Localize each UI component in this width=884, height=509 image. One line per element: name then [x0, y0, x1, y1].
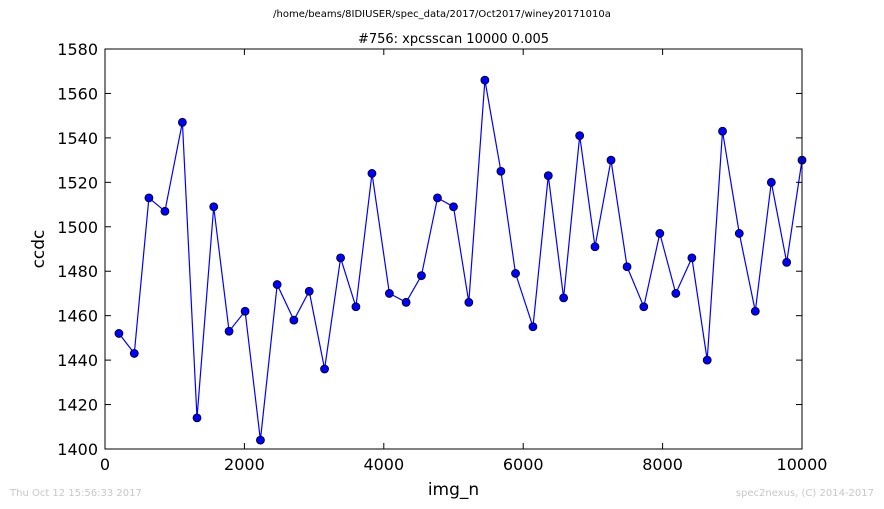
x-tick-label: 10000 [777, 455, 828, 474]
data-point [114, 329, 124, 338]
y-tick-label: 1500 [57, 218, 98, 237]
data-point [289, 315, 299, 325]
data-point [401, 297, 411, 307]
data-point [160, 206, 170, 216]
y-tick-label: 1560 [57, 84, 98, 103]
data-point [209, 202, 219, 212]
data-point [351, 302, 361, 312]
figure-suptitle: /home/beams/8IDIUSER/spec_data/2017/Oct2… [273, 9, 611, 20]
data-point [528, 322, 538, 332]
data-point [782, 257, 792, 267]
data-point [433, 193, 442, 203]
x-axis: 0 2000 4000 6000 8000 10000 [100, 49, 828, 474]
data-point [559, 293, 569, 303]
series-layer [114, 75, 807, 445]
y-tick-label: 1520 [57, 173, 98, 192]
x-tick-label: 2000 [224, 455, 265, 474]
data-point [639, 302, 649, 312]
data-point [367, 169, 377, 178]
y-axis-label: ccdc [29, 230, 49, 269]
data-point [304, 286, 314, 296]
data-point [384, 289, 394, 298]
y-tick-label: 1420 [57, 396, 98, 415]
y-tick-label: 1480 [57, 262, 98, 281]
data-point [687, 253, 697, 263]
data-point [671, 289, 681, 298]
data-point [766, 177, 776, 187]
data-point [655, 229, 665, 238]
data-point [417, 271, 426, 281]
plot-title: #756: xpcsscan 10000 0.005 [358, 32, 549, 47]
data-point [750, 306, 760, 316]
y-tick-label: 1580 [57, 40, 98, 59]
y-axis: 1400 1420 1440 1460 1480 1500 1520 1540 1560 1580 [57, 40, 802, 459]
data-point [240, 306, 250, 316]
y-tick-label: 1400 [57, 440, 98, 459]
data-point [606, 155, 616, 165]
data-point [129, 349, 139, 358]
data-point [734, 229, 744, 238]
data-point [320, 364, 329, 374]
timestamp-label: Thu Oct 12 15:56:33 2017 [10, 488, 142, 499]
data-point [177, 117, 187, 127]
x-tick-label: 4000 [363, 455, 404, 474]
data-point [224, 326, 234, 336]
data-point [272, 280, 282, 289]
credit-label: spec2nexus, (C) 2014-2017 [735, 488, 874, 499]
data-point [256, 435, 265, 445]
y-tick-label: 1460 [57, 307, 98, 326]
data-point [702, 355, 712, 365]
data-point [511, 269, 520, 278]
data-point [622, 262, 632, 272]
x-tick-label: 8000 [642, 455, 683, 474]
x-tick-label: 6000 [503, 455, 544, 474]
y-tick-label: 1440 [57, 351, 98, 370]
y-tick-label: 1540 [57, 129, 98, 148]
data-point [464, 297, 474, 307]
x-axis-label: img_n [428, 480, 479, 500]
series-line [118, 79, 803, 441]
x-tick-label: 0 [100, 455, 110, 474]
data-point [543, 171, 553, 181]
data-point [590, 242, 600, 252]
data-point [449, 202, 458, 212]
data-point [575, 131, 585, 141]
data-point [480, 75, 490, 85]
plot-frame [104, 48, 803, 450]
data-point [496, 166, 506, 176]
data-point [718, 126, 727, 136]
data-point [336, 253, 345, 263]
data-point [144, 193, 154, 203]
data-point [192, 413, 202, 423]
